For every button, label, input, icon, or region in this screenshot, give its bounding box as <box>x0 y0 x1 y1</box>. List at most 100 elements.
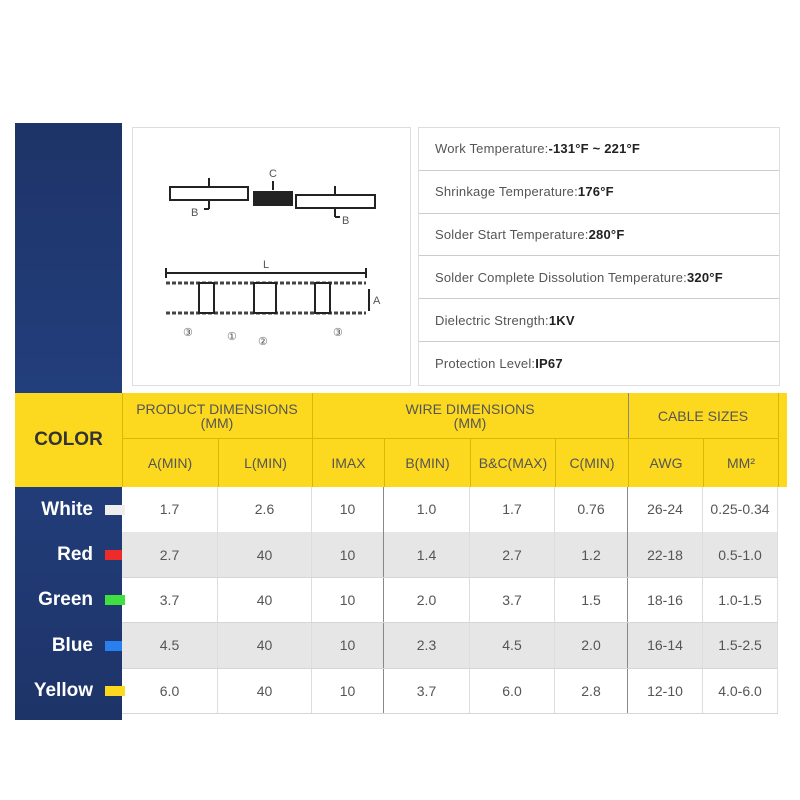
table-cell: 3.7 <box>384 668 470 714</box>
label-1: ① <box>227 331 237 343</box>
table-cell: 1.7 <box>122 487 218 532</box>
column-header: IMAX <box>312 438 384 487</box>
table-cell: 3.7 <box>470 577 555 623</box>
color-swatch <box>105 686 125 697</box>
table-cell: 1.2 <box>555 532 628 577</box>
color-swatch <box>105 640 125 651</box>
spec-value: IP67 <box>535 355 563 371</box>
table-cell: 2.6 <box>218 487 312 532</box>
table-row: 4.5 40 10 2.3 4.5 2.0 16-14 1.5-2.5 <box>122 623 778 669</box>
group-cable-sizes: CABLE SIZES <box>657 407 749 424</box>
label-3-left: ③ <box>183 327 193 339</box>
spec-shrinkage-temperature: Shrinkage Temperature: 176°F <box>419 171 779 214</box>
group-unit: (MM) <box>200 414 234 431</box>
table-cell: 1.0 <box>384 487 470 532</box>
table-cell: 4.0-6.0 <box>703 668 778 714</box>
spec-value: 1KV <box>548 312 575 328</box>
label-b-left: B <box>191 207 198 219</box>
color-name: Red <box>57 543 93 565</box>
spec-value: 280°F <box>588 226 625 242</box>
table-cell: 40 <box>218 577 312 623</box>
table-cell: 1.5-2.5 <box>703 623 778 668</box>
table-cell: 0.5-1.0 <box>703 532 778 577</box>
column-header: MM² <box>703 438 778 487</box>
spec-label: Protection Level: <box>435 355 536 371</box>
table-cell: 2.0 <box>384 577 470 623</box>
table-cell: 16-14 <box>628 623 703 668</box>
spec-label: Shrinkage Temperature: <box>435 184 578 200</box>
spec-label: Solder Start Temperature: <box>435 226 589 242</box>
table-cell: 10 <box>312 623 384 668</box>
color-label-red: Red <box>15 532 125 577</box>
group-unit: (MM) <box>453 414 487 431</box>
spec-value: 320°F <box>687 269 723 285</box>
table-cell: 10 <box>312 532 384 577</box>
color-label-yellow: Yellow <box>15 669 125 714</box>
table-cell: 40 <box>218 668 312 714</box>
wire-splice-drawing: C B B <box>169 168 376 227</box>
spec-work-temperature: Work Temperature: -131°F ~ 221°F <box>419 128 779 171</box>
label-2: ② <box>258 336 268 348</box>
color-name: White <box>41 498 93 520</box>
group-product-dimensions: PRODUCT DIMENSIONS (MM) <box>122 393 312 438</box>
table-cell: 6.0 <box>122 668 218 714</box>
table-cell: 4.5 <box>122 623 218 668</box>
label-b-right: B <box>342 215 349 227</box>
color-swatch <box>105 504 125 515</box>
column-header: C(MIN) <box>555 438 628 487</box>
table-cell: 18-16 <box>628 577 703 623</box>
color-label-white: White <box>15 487 125 532</box>
table-cell: 3.7 <box>122 577 218 623</box>
column-header: B&C(MAX) <box>470 438 555 487</box>
table-cell: 26-24 <box>628 487 703 532</box>
table-header <box>15 393 787 487</box>
color-name: Yellow <box>33 680 93 702</box>
table-cell: 6.0 <box>470 668 555 714</box>
spec-label: Solder Complete Dissolution Temperature: <box>435 269 687 285</box>
table-cell: 2.3 <box>384 623 470 668</box>
table-cell: 0.25-0.34 <box>703 487 778 532</box>
label-c: C <box>269 168 277 180</box>
spec-protection-level: Protection Level: IP67 <box>419 342 779 385</box>
table-cell: 22-18 <box>628 532 703 577</box>
table-cell: 2.7 <box>122 532 218 577</box>
color-name: Blue <box>51 634 93 656</box>
table-cell: 2.8 <box>555 668 628 714</box>
spec-label: Dielectric Strength: <box>435 312 549 328</box>
table-cell: 2.7 <box>470 532 555 577</box>
group-title: PRODUCT DIMENSIONS <box>136 400 298 417</box>
table-cell: 10 <box>312 487 384 532</box>
table-row: 1.7 2.6 10 1.0 1.7 0.76 26-24 0.25-0.34 <box>122 487 778 533</box>
table-cell: 0.76 <box>555 487 628 532</box>
table-cell: 40 <box>218 623 312 668</box>
color-swatch <box>105 595 125 606</box>
table-row: 3.7 40 10 2.0 3.7 1.5 18-16 1.0-1.5 <box>122 577 778 624</box>
table-row: 6.0 40 10 3.7 6.0 2.8 12-10 4.0-6.0 <box>122 668 778 715</box>
column-header: L(MIN) <box>218 438 312 487</box>
splice-diagram: C B B L A ③ ① ② ③ <box>132 127 411 386</box>
table-cell: 1.7 <box>470 487 555 532</box>
column-header: A(MIN) <box>147 454 193 471</box>
spec-dielectric-strength: Dielectric Strength: 1KV <box>419 299 779 342</box>
color-label-green: Green <box>15 578 125 623</box>
table-cell: 10 <box>312 577 384 623</box>
spec-list: Work Temperature: -131°F ~ 221°F Shrinka… <box>418 127 780 386</box>
table-row: 2.7 40 10 1.4 2.7 1.2 22-18 0.5-1.0 <box>122 532 778 578</box>
group-title: WIRE DIMENSIONS <box>405 400 535 417</box>
label-l: L <box>263 259 269 271</box>
table-cell: 10 <box>312 668 384 714</box>
spec-solder-dissolution: Solder Complete Dissolution Temperature:… <box>419 256 779 300</box>
label-3-right: ③ <box>333 327 343 339</box>
spec-value: -131°F ~ 221°F <box>548 141 641 157</box>
table-cell: 40 <box>218 532 312 577</box>
spec-value: 176°F <box>577 184 614 200</box>
column-header: AWG <box>628 438 703 487</box>
spec-solder-start: Solder Start Temperature: 280°F <box>419 214 779 257</box>
table-cell: 1.4 <box>384 532 470 577</box>
table-cell: 4.5 <box>470 623 555 668</box>
color-label-blue: Blue <box>15 623 125 668</box>
spec-label: Work Temperature: <box>435 141 549 157</box>
color-header: COLOR <box>34 429 103 450</box>
table-cell: 1.5 <box>555 577 628 623</box>
color-swatch <box>105 549 125 560</box>
